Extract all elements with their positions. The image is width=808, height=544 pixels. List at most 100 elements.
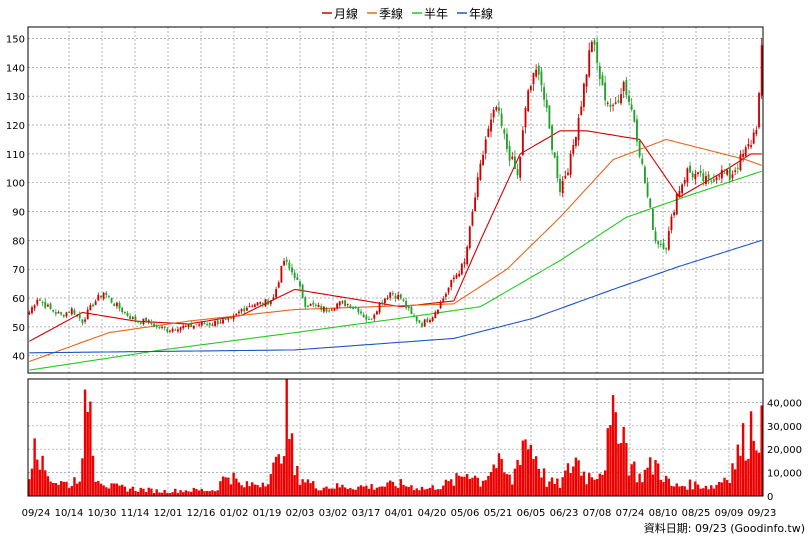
candlestick bbox=[370, 318, 373, 321]
volume-bar bbox=[651, 474, 655, 496]
volume-bar bbox=[436, 489, 440, 496]
candlestick bbox=[142, 318, 145, 326]
volume-bar bbox=[277, 454, 280, 496]
candlestick bbox=[641, 153, 644, 166]
volume-bar bbox=[216, 490, 219, 496]
volume-bar bbox=[569, 473, 572, 496]
candlestick bbox=[720, 165, 723, 183]
volume-bar bbox=[203, 491, 206, 496]
volume-bar bbox=[128, 488, 132, 496]
candlestick bbox=[399, 293, 402, 300]
volume-bar bbox=[317, 490, 320, 496]
volume-bar bbox=[301, 479, 304, 496]
candlestick bbox=[588, 42, 591, 78]
price-y-tick-label: 90 bbox=[12, 208, 25, 219]
candlestick bbox=[68, 310, 71, 313]
volume-bar bbox=[741, 423, 745, 496]
volume-bar bbox=[664, 475, 668, 496]
candlestick bbox=[78, 311, 81, 321]
candlestick bbox=[662, 238, 665, 251]
volume-bar bbox=[176, 493, 180, 496]
volume-bar bbox=[131, 486, 135, 496]
volume-bar bbox=[147, 487, 150, 496]
volume-bar bbox=[78, 481, 81, 496]
volume-bar bbox=[656, 463, 660, 496]
price-y-tick-label: 110 bbox=[6, 150, 25, 161]
x-tick-label: 12/01 bbox=[154, 508, 183, 519]
candlestick bbox=[206, 322, 209, 327]
candlestick bbox=[352, 305, 354, 310]
candlestick bbox=[638, 140, 641, 159]
volume-bar bbox=[442, 485, 445, 496]
volume-bar bbox=[524, 439, 527, 496]
volume-bar bbox=[675, 483, 678, 496]
candlestick bbox=[57, 310, 60, 314]
legend-item: 月線 bbox=[322, 6, 358, 21]
volume-bar bbox=[710, 485, 713, 496]
candlestick bbox=[110, 297, 113, 304]
volume-bar bbox=[381, 486, 384, 496]
volume-bar bbox=[534, 456, 538, 496]
volume-bar bbox=[394, 486, 397, 496]
volume-bar bbox=[89, 401, 92, 496]
volume-bar bbox=[123, 486, 127, 496]
candlestick bbox=[458, 270, 461, 278]
volume-bar bbox=[327, 488, 331, 496]
legend-label: 半年 bbox=[424, 7, 448, 21]
volume-bar bbox=[134, 490, 137, 496]
candlestick bbox=[537, 62, 540, 81]
volume-bar bbox=[378, 486, 381, 496]
candlestick bbox=[163, 325, 166, 331]
volume-bar bbox=[646, 467, 649, 496]
volume-bar bbox=[126, 491, 129, 496]
candlestick bbox=[46, 303, 49, 307]
candlestick bbox=[84, 316, 86, 324]
volume-bar bbox=[662, 481, 665, 496]
candlestick bbox=[405, 297, 408, 311]
x-tick-label: 05/06 bbox=[451, 508, 480, 519]
volume-bar bbox=[288, 439, 291, 496]
volume-bar bbox=[497, 453, 501, 496]
candlestick bbox=[702, 168, 705, 186]
candlestick bbox=[86, 306, 89, 320]
candlestick bbox=[291, 263, 293, 276]
candlestick bbox=[28, 310, 31, 316]
candlestick bbox=[606, 101, 609, 107]
volume-bar bbox=[670, 485, 673, 496]
volume-bar bbox=[248, 486, 251, 496]
volume-bar bbox=[298, 485, 302, 496]
volume-bar bbox=[70, 485, 73, 496]
candlestick bbox=[134, 314, 137, 323]
candlestick bbox=[604, 75, 607, 106]
volume-bar bbox=[121, 484, 124, 496]
candlestick bbox=[397, 291, 400, 301]
volume-bar bbox=[577, 460, 580, 496]
candlestick bbox=[572, 139, 575, 157]
candlestick bbox=[245, 305, 248, 311]
candlestick bbox=[81, 319, 84, 326]
x-tick-label: 04/20 bbox=[418, 508, 447, 519]
candlestick bbox=[338, 300, 341, 309]
volume-bar bbox=[57, 484, 60, 496]
volume-bar bbox=[320, 490, 323, 496]
candlestick bbox=[561, 176, 564, 198]
volume-bar bbox=[396, 488, 400, 496]
x-tick-label: 03/17 bbox=[352, 508, 381, 519]
candlestick bbox=[346, 303, 349, 308]
volume-bar bbox=[468, 478, 471, 496]
candlestick bbox=[564, 170, 567, 180]
candlestick bbox=[373, 313, 376, 322]
volume-bar bbox=[508, 474, 511, 496]
legend-label: 年線 bbox=[469, 6, 493, 21]
volume-bar bbox=[237, 482, 241, 496]
volume-bar bbox=[314, 488, 318, 496]
candlestick bbox=[707, 171, 710, 185]
candlestick bbox=[452, 274, 455, 283]
candlestick bbox=[52, 309, 55, 313]
volume-bar bbox=[678, 486, 681, 496]
x-tick-label: 07/24 bbox=[616, 508, 645, 519]
candlestick bbox=[158, 326, 161, 330]
volume-bar bbox=[465, 473, 469, 496]
volume-bar bbox=[593, 479, 596, 496]
